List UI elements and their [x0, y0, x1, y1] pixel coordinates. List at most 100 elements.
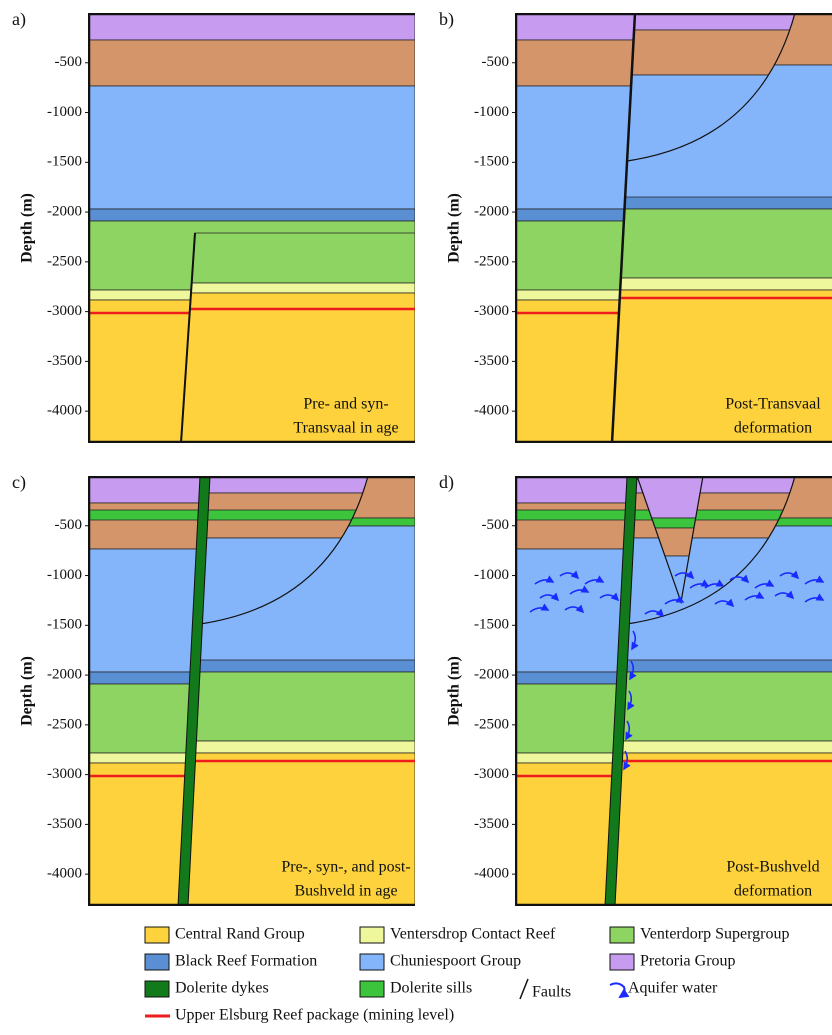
y-tick-label: -3000 [474, 766, 509, 782]
layer [193, 671, 415, 742]
y-tick-label: -1500 [47, 154, 82, 170]
legend-swatch [144, 926, 170, 944]
panel-label: c) [12, 472, 26, 493]
legend-swatch [609, 953, 635, 971]
y-tick-label: -1500 [474, 154, 509, 170]
panel-border [88, 13, 415, 443]
aquifer-arrow [569, 585, 590, 595]
layer [88, 13, 415, 41]
legend-swatch [359, 953, 385, 971]
legend: Central Rand Group Ventersdrop Contact Re… [144, 926, 789, 1024]
legend-label: Venterdorp Supergroup [640, 926, 789, 943]
listric-fault [199, 476, 369, 625]
fault [610, 13, 637, 443]
layer [197, 659, 415, 673]
layer [515, 299, 621, 443]
layer [88, 509, 207, 521]
legend-label: Central Rand Group [175, 926, 305, 943]
caption: deformation [734, 883, 812, 900]
layer [88, 752, 194, 764]
panel-label: a) [12, 9, 26, 30]
aquifer-arrow [599, 592, 620, 602]
aquifer-arrow [584, 575, 605, 585]
legend-label: Black Reef Formation [175, 953, 317, 970]
y-tick-label: -3500 [474, 816, 509, 832]
y-tick-label: -2500 [474, 253, 509, 269]
panel: Pre- and syn- Transvaal in age [88, 13, 415, 443]
aquifer-arrow [625, 720, 633, 741]
layer [88, 683, 198, 754]
aquifer-arrow [689, 579, 710, 589]
aquifer-arrow [779, 570, 800, 580]
legend-swatch [359, 980, 385, 998]
aquifer-arrow [539, 592, 560, 602]
y-tick-label: -3500 [47, 353, 82, 369]
panel: Post-Transvaal deformation [515, 13, 832, 443]
legend-swatch [144, 953, 170, 971]
layer [515, 39, 634, 87]
legend-label: Pretoria Group [640, 953, 736, 970]
legend-label: Dolerite dykes [175, 980, 269, 997]
layer [88, 548, 205, 673]
layer [637, 527, 703, 557]
layer [515, 13, 636, 41]
y-tick-label: -1000 [474, 104, 509, 120]
layer [515, 220, 625, 291]
y-axis-label: Depth (m) [19, 656, 36, 726]
y-tick-label: -1500 [47, 617, 82, 633]
layer [88, 39, 415, 87]
y-tick-label: -3500 [47, 816, 82, 832]
y-tick-label: -2000 [474, 204, 509, 220]
aquifer-arrow [534, 575, 555, 585]
dyke [177, 476, 211, 906]
aquifer-arrow [754, 579, 775, 589]
layer [637, 476, 703, 519]
aquifer-arrow [804, 593, 825, 603]
layer [88, 671, 198, 685]
y-tick-label: -4000 [47, 866, 82, 882]
legend-label: Aquifer water [628, 980, 718, 997]
layer [190, 282, 415, 294]
y-tick-label: -1000 [47, 104, 82, 120]
graben [637, 476, 703, 602]
legend-fault [519, 978, 529, 1000]
layer [619, 740, 832, 754]
aquifer-arrow [674, 570, 695, 580]
y-tick-label: -3000 [474, 303, 509, 319]
aquifer-arrow [664, 595, 685, 605]
aquifer-arrow [804, 575, 825, 585]
dyke [604, 476, 638, 906]
layer [637, 517, 703, 529]
aquifer-arrow [644, 608, 665, 618]
listric-fault [626, 13, 796, 162]
aquifer-arrow [564, 604, 585, 614]
legend-label: Upper Elsburg Reef package (mining level… [175, 1007, 454, 1024]
layer [619, 277, 832, 291]
panel-border [515, 476, 832, 906]
layer [515, 752, 621, 764]
layer [515, 683, 625, 754]
layer [191, 232, 415, 284]
layer [620, 208, 832, 279]
y-axis-label: Depth (m) [446, 656, 463, 726]
y-tick-label: -3000 [47, 766, 82, 782]
layer [192, 740, 415, 754]
legend-label: Faults [532, 984, 571, 1001]
layer [515, 208, 625, 222]
y-tick-label: -500 [482, 517, 510, 533]
y-tick-label: -4000 [474, 866, 509, 882]
legend-aquifer [609, 982, 630, 999]
layer [620, 671, 832, 742]
aquifer-arrow [744, 591, 765, 601]
panel: Pre-, syn-, and post- Bushveld in age [88, 476, 415, 906]
aquifer-arrow [623, 750, 631, 771]
caption: Post-Bushveld [726, 859, 819, 876]
legend-label: Ventersdrop Contact Reef [390, 926, 556, 943]
panel-label: d) [439, 472, 454, 493]
caption: Pre-, syn-, and post- [281, 859, 410, 876]
y-tick-label: -4000 [474, 403, 509, 419]
caption: Pre- and syn- [303, 396, 388, 413]
y-tick-label: -2000 [47, 667, 82, 683]
aquifer-arrow [559, 570, 580, 580]
